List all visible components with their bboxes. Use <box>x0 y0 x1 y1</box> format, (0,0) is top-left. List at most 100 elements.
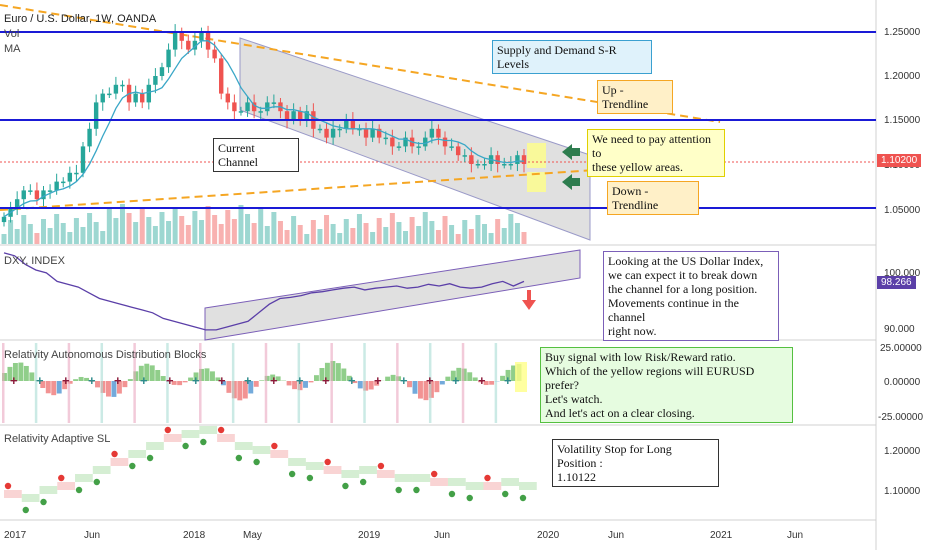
asl-band <box>21 494 40 502</box>
candle-body <box>442 137 448 147</box>
radb-signal-strip <box>199 343 202 423</box>
volume-bar <box>422 212 428 244</box>
radb-bar <box>407 381 412 388</box>
radb-cross-marker: + <box>452 373 460 388</box>
asl-dot <box>448 490 456 498</box>
radb-bar <box>242 381 248 399</box>
radb-bar <box>352 381 358 384</box>
candle-body <box>429 128 435 138</box>
radb-bar <box>270 374 276 381</box>
radb-bar <box>253 381 259 387</box>
asl-band <box>483 482 502 490</box>
radb-bar <box>357 381 363 389</box>
radb-bar <box>374 381 380 386</box>
volume-bar <box>113 218 119 244</box>
price-tick: 1.20000 <box>884 71 921 82</box>
radb-signal-strip <box>461 343 465 423</box>
note-yellow-areas: We need to pay attention to these yellow… <box>587 129 725 177</box>
asl-band <box>305 462 324 470</box>
candle-body <box>67 172 73 182</box>
radb-bar <box>144 363 150 381</box>
asl-band <box>412 474 431 482</box>
asl-label: Relativity Adaptive SL <box>4 433 110 445</box>
radb-bar <box>511 365 516 381</box>
last-price-tag: 1.10200 <box>877 154 922 167</box>
asl-band <box>270 450 289 458</box>
volume-bar <box>416 226 422 244</box>
radb-bar <box>127 379 133 381</box>
radb-bar <box>237 381 243 401</box>
radb-bar <box>434 381 440 393</box>
candle-body <box>93 102 99 129</box>
radb-bar <box>204 368 210 381</box>
dxy-channel <box>204 249 581 341</box>
radb-bar <box>51 381 57 396</box>
note-supply-demand: Supply and Demand S-R Levels <box>492 40 652 74</box>
price-tick: 1.15000 <box>884 115 921 126</box>
vol-label: Vol <box>4 28 19 40</box>
asl-dot <box>200 438 207 446</box>
candle-body <box>159 67 165 76</box>
volume-bar <box>100 231 106 244</box>
radb-signal-strip <box>363 343 366 423</box>
asl-dot <box>217 426 225 434</box>
yellow-area-2 <box>527 172 546 192</box>
radb-bar <box>111 381 117 397</box>
volume-bar <box>139 208 145 244</box>
radb-cross-marker: + <box>478 373 486 388</box>
radb-signal-strip <box>100 343 104 423</box>
candle-body <box>324 128 329 138</box>
red-down-arrow-stem <box>527 290 531 300</box>
candle-body <box>436 128 441 138</box>
volume-bar <box>172 207 178 244</box>
note-up-trendline: Up - Trendline <box>597 80 673 114</box>
radb-yellow-area <box>515 362 527 392</box>
candle-body <box>508 164 514 166</box>
red-down-arrow <box>522 300 536 310</box>
candle-body <box>179 32 184 41</box>
candle-body <box>376 128 382 138</box>
candle-body <box>265 102 270 112</box>
volume-bar <box>80 227 86 244</box>
radb-cross-marker: + <box>296 373 304 388</box>
radb-cross-marker: + <box>10 373 18 388</box>
ma-line <box>3 40 524 218</box>
volume-bar <box>324 215 330 244</box>
asl-dot <box>484 474 491 482</box>
volume-bar <box>429 221 435 244</box>
dxy-index-line <box>3 252 525 331</box>
asl-band <box>465 482 484 490</box>
volume-bar <box>468 229 474 244</box>
radb-bar <box>188 377 194 381</box>
asl-band <box>39 486 58 494</box>
radb-bar <box>439 381 445 385</box>
volume-bar <box>8 220 14 244</box>
time-tick: Jun <box>608 530 624 541</box>
candle-body <box>455 146 461 156</box>
radb-cross-marker: + <box>426 373 434 388</box>
volume-bar <box>166 221 172 244</box>
radb-bar <box>368 381 374 390</box>
candle-body <box>41 190 46 200</box>
asl-band <box>199 426 218 434</box>
up-trendline <box>0 4 721 123</box>
volume-bar <box>198 220 204 244</box>
asl-band <box>217 434 235 442</box>
candle-body <box>186 40 191 50</box>
radb-cross-marker: + <box>270 373 278 388</box>
candle-body <box>482 164 487 166</box>
radb-bar <box>45 381 51 394</box>
dxy-tick: 90.000 <box>884 324 915 335</box>
volume-bar <box>271 212 277 244</box>
radb-bar <box>78 376 84 381</box>
candle-body <box>251 102 257 112</box>
candle-body <box>350 120 356 129</box>
radb-cross-marker: + <box>140 373 148 388</box>
candle-body <box>357 128 362 131</box>
volume-bar <box>21 215 27 244</box>
volume-bar <box>73 218 79 244</box>
volume-bar <box>106 209 112 244</box>
asl-dot <box>253 458 260 466</box>
radb-bar <box>308 381 314 383</box>
candle-body <box>469 155 474 164</box>
